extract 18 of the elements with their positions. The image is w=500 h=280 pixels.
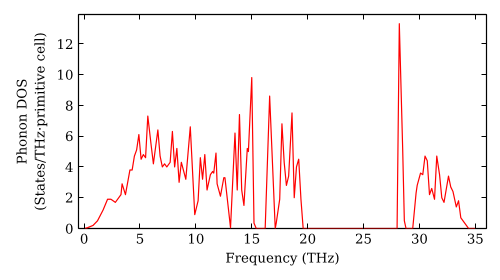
y-tick-label: 0 <box>65 222 74 238</box>
y-tick-label: 2 <box>65 192 74 207</box>
x-tick-label: 15 <box>243 232 260 248</box>
x-tick-label: 0 <box>80 232 88 248</box>
x-tick-label: 35 <box>466 232 484 248</box>
line-series <box>83 23 476 228</box>
y-tick-label: 4 <box>65 160 74 176</box>
x-tick-label: 10 <box>187 232 204 248</box>
y-tick-label: 10 <box>56 68 74 84</box>
x-tick-label: 25 <box>355 232 372 248</box>
y-tick-label: 8 <box>65 99 74 114</box>
y-tick-label: 12 <box>56 38 74 53</box>
y-axis-title: Phonon DOS (States/THz·primitive cell) <box>16 32 49 211</box>
x-tick-label: 5 <box>136 232 144 248</box>
x-axis-title: Frequency (THz) <box>225 252 340 266</box>
x-tick-label: 30 <box>410 232 428 248</box>
x-tick-label: 20 <box>299 232 316 248</box>
y-tick-label: 6 <box>65 130 74 146</box>
